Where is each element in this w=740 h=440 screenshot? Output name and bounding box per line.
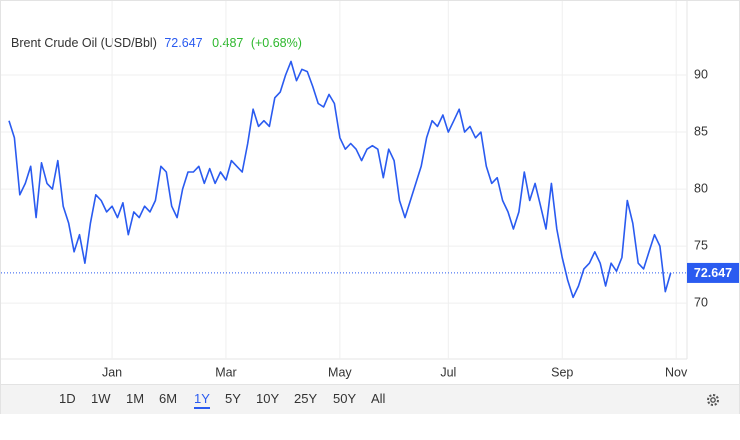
chart-widget: Brent Crude Oil (USD/Bbl) 72.647 0.487 (…	[0, 0, 740, 414]
y-tick-label: 90	[694, 67, 708, 81]
x-tick-label: May	[328, 365, 352, 379]
price-badge	[687, 262, 739, 283]
change: 0.487	[212, 36, 243, 50]
range-button[interactable]: 1D	[59, 391, 76, 406]
chart: Brent Crude Oil (USD/Bbl) 72.647 0.487 (…	[1, 1, 739, 379]
price-badge-label: 72.647	[694, 266, 732, 280]
x-tick-label: Mar	[215, 365, 237, 379]
y-tick-label: 75	[694, 238, 708, 252]
range-button[interactable]: 1Y	[194, 391, 210, 409]
y-tick-label: 80	[694, 181, 708, 195]
range-button[interactable]: All	[371, 391, 386, 406]
header: Brent Crude Oil (USD/Bbl) 72.647 0.487 (…	[11, 36, 302, 50]
range-button[interactable]: 1M	[126, 391, 145, 406]
range-toolbar: 1D 1W 1M 6M 1Y 5Y 10Y 25Y 50Y All	[1, 384, 739, 414]
range-button[interactable]: 50Y	[333, 391, 357, 406]
change-percent: (+0.68%)	[251, 36, 302, 50]
price: 72.647	[164, 36, 202, 50]
x-tick-label: Jan	[102, 365, 122, 379]
x-tick-label: Sep	[551, 365, 573, 379]
range-button[interactable]: 25Y	[294, 391, 318, 406]
y-tick-label: 85	[694, 124, 708, 138]
range-button[interactable]: 10Y	[256, 391, 280, 406]
y-tick-label: 70	[694, 295, 708, 309]
range-button[interactable]: 5Y	[225, 391, 241, 406]
range-button[interactable]: 1W	[91, 391, 111, 406]
price-line	[8, 60, 672, 299]
x-tick-label: Jul	[440, 365, 456, 379]
chart-title: Brent Crude Oil (USD/Bbl)	[11, 36, 157, 50]
x-tick-label: Nov	[665, 365, 688, 379]
range-button[interactable]: 6M	[159, 391, 178, 406]
settings-icon[interactable]	[705, 392, 721, 408]
